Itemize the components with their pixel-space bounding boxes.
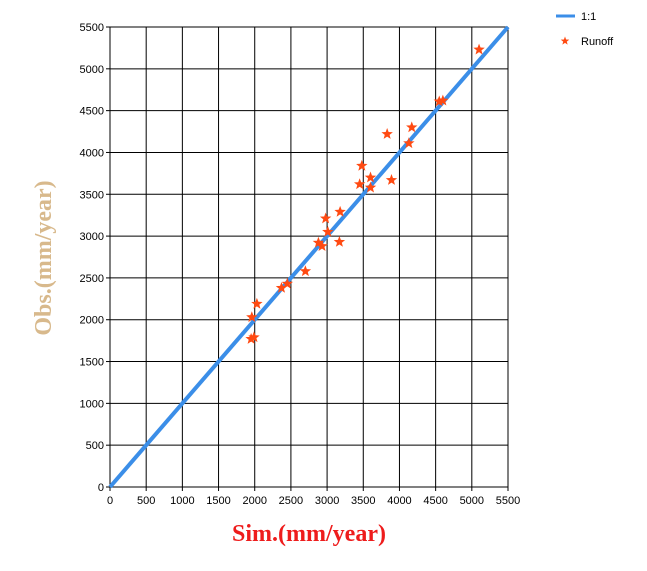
runoff-point	[281, 277, 293, 289]
runoff-point	[437, 94, 449, 106]
runoff-point	[251, 297, 263, 309]
data-series	[108, 25, 510, 489]
x-tick-label: 2000	[242, 495, 266, 507]
y-tick-label: 5000	[80, 64, 104, 76]
y-tick-label: 2500	[80, 273, 104, 285]
legend-star-swatch	[560, 36, 570, 45]
axes	[106, 26, 509, 491]
x-tick-label: 500	[137, 495, 155, 507]
y-tick-label: 0	[98, 482, 104, 494]
y-tick-label: 500	[86, 440, 104, 452]
runoff-point	[319, 212, 332, 224]
runoff-point	[316, 240, 328, 251]
runoff-point	[275, 281, 288, 293]
runoff-point	[334, 205, 346, 217]
runoff-point	[364, 171, 377, 183]
grid-lines	[109, 26, 509, 488]
y-tick-label: 3000	[80, 231, 104, 243]
x-tick-label: 4000	[387, 495, 411, 507]
x-tick-label: 1000	[170, 495, 194, 507]
x-tick-label: 3000	[315, 495, 339, 507]
x-tick-label: 5500	[496, 495, 520, 507]
y-tick-label: 1500	[80, 357, 104, 369]
y-tick-label: 4500	[80, 106, 104, 118]
runoff-point	[245, 332, 257, 344]
x-tick-label: 1500	[206, 495, 230, 507]
runoff-point	[364, 181, 377, 193]
x-tick-label: 4500	[423, 495, 447, 507]
runoff-point	[403, 137, 415, 149]
runoff-point	[322, 225, 334, 237]
x-tick-labels: 0 500 1000 1500 2000 2500 3000 3500 4000 4500 5000…	[107, 495, 520, 507]
legend-label-1-1: 1:1	[581, 11, 596, 23]
y-tick-label: 4000	[80, 147, 104, 159]
runoff-point	[299, 265, 312, 277]
y-tick-label: 3500	[80, 189, 104, 201]
y-tick-label: 5500	[80, 22, 104, 34]
runoff-point	[248, 331, 260, 343]
runoff-point	[381, 128, 393, 139]
legend: 1:1 Runoff	[556, 11, 614, 48]
runoff-point	[473, 43, 485, 55]
legend-label-runoff: Runoff	[581, 36, 614, 48]
runoff-point	[312, 236, 325, 248]
runoff-point	[333, 235, 346, 247]
runoff-point	[353, 178, 366, 190]
y-tick-labels: 0 500 1000 1500 2000 2500 3000 3500 4000 4500 5000…	[80, 22, 104, 494]
x-tick-label: 0	[107, 495, 113, 507]
x-axis-label: Sim.(mm/year)	[232, 521, 386, 547]
x-tick-label: 3500	[351, 495, 375, 507]
y-tick-label: 2000	[80, 315, 104, 327]
runoff-point	[385, 174, 398, 185]
y-tick-label: 1000	[80, 398, 104, 410]
runoff-point	[433, 95, 445, 107]
y-axis-label: Obs.(mm/year)	[31, 180, 57, 335]
x-tick-label: 2500	[279, 495, 303, 507]
runoff-point	[356, 159, 368, 171]
runoff-point	[246, 311, 258, 323]
runoff-point	[406, 121, 418, 133]
x-tick-label: 5000	[460, 495, 484, 507]
